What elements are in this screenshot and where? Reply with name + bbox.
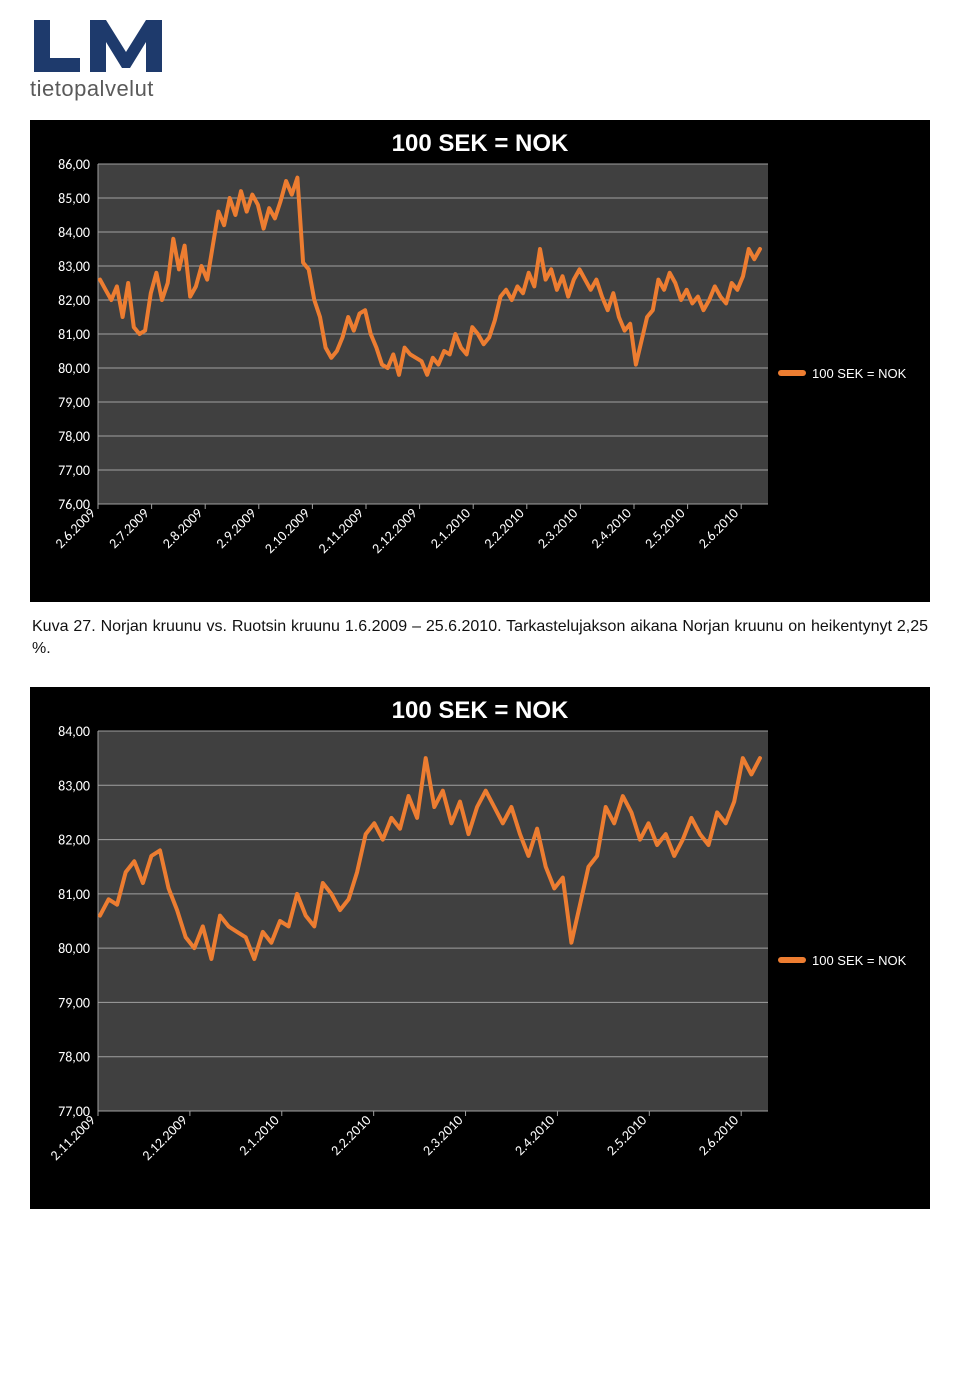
svg-text:2.6.2010: 2.6.2010 [695,505,742,552]
svg-text:2.7.2009: 2.7.2009 [105,505,152,552]
svg-text:78,00: 78,00 [58,428,90,445]
svg-text:2.6.2010: 2.6.2010 [695,1112,742,1159]
svg-text:81,00: 81,00 [58,886,90,903]
svg-text:79,00: 79,00 [58,394,90,411]
legend-label: 100 SEK = NOK [812,366,906,381]
svg-text:82,00: 82,00 [58,832,90,849]
svg-text:2.2.2010: 2.2.2010 [327,1112,374,1159]
chart-1: 100 SEK = NOK 76,0077,0078,0079,0080,008… [30,120,930,602]
svg-text:2.1.2010: 2.1.2010 [235,1112,282,1159]
svg-text:77,00: 77,00 [58,462,90,479]
svg-text:2.5.2010: 2.5.2010 [641,505,688,552]
svg-text:2.9.2009: 2.9.2009 [212,505,259,552]
chart-1-legend: 100 SEK = NOK [778,158,906,588]
logo: tietopalvelut [30,18,930,102]
svg-text:2.11.2009: 2.11.2009 [315,505,367,557]
legend-swatch [778,957,806,963]
svg-text:85,00: 85,00 [58,190,90,207]
svg-text:2.4.2010: 2.4.2010 [511,1112,558,1159]
logo-subtitle: tietopalvelut [30,76,930,102]
svg-text:80,00: 80,00 [58,940,90,957]
svg-text:83,00: 83,00 [58,258,90,275]
svg-text:2.4.2010: 2.4.2010 [588,505,635,552]
chart-1-title: 100 SEK = NOK [42,130,918,158]
chart-2: 100 SEK = NOK 77,0078,0079,0080,0081,008… [30,687,930,1209]
chart-2-title: 100 SEK = NOK [42,697,918,725]
svg-text:2.1.2010: 2.1.2010 [427,505,474,552]
svg-text:78,00: 78,00 [58,1049,90,1066]
svg-text:86,00: 86,00 [58,158,90,173]
svg-text:84,00: 84,00 [58,224,90,241]
svg-text:82,00: 82,00 [58,292,90,309]
chart-2-legend: 100 SEK = NOK [778,725,906,1195]
svg-text:81,00: 81,00 [58,326,90,343]
legend-label: 100 SEK = NOK [812,953,906,968]
svg-text:2.3.2010: 2.3.2010 [534,505,581,552]
svg-text:84,00: 84,00 [58,725,90,740]
logo-mark [30,18,200,74]
chart-2-plot: 77,0078,0079,0080,0081,0082,0083,0084,00… [42,725,772,1195]
svg-text:2.12.2009: 2.12.2009 [368,505,420,557]
svg-text:2.12.2009: 2.12.2009 [139,1112,191,1164]
svg-text:2.3.2010: 2.3.2010 [419,1112,466,1159]
chart-1-plot: 76,0077,0078,0079,0080,0081,0082,0083,00… [42,158,772,588]
svg-text:80,00: 80,00 [58,360,90,377]
svg-text:2.5.2010: 2.5.2010 [603,1112,650,1159]
svg-text:2.10.2009: 2.10.2009 [261,505,313,557]
svg-text:79,00: 79,00 [58,995,90,1012]
figure-caption: Kuva 27. Norjan kruunu vs. Ruotsin kruun… [32,616,928,659]
legend-swatch [778,370,806,376]
svg-text:2.8.2009: 2.8.2009 [159,505,206,552]
svg-text:2.2.2010: 2.2.2010 [480,505,527,552]
svg-text:83,00: 83,00 [58,777,90,794]
